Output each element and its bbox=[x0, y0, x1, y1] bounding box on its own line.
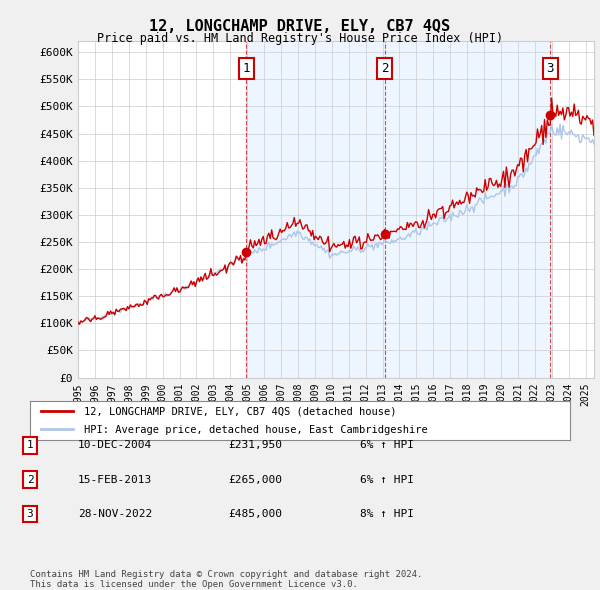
Text: 6% ↑ HPI: 6% ↑ HPI bbox=[360, 441, 414, 450]
Text: 3: 3 bbox=[547, 62, 554, 75]
Text: 15-FEB-2013: 15-FEB-2013 bbox=[78, 475, 152, 484]
Text: 28-NOV-2022: 28-NOV-2022 bbox=[78, 509, 152, 519]
Text: 1: 1 bbox=[242, 62, 250, 75]
Text: HPI: Average price, detached house, East Cambridgeshire: HPI: Average price, detached house, East… bbox=[84, 425, 428, 435]
Text: £485,000: £485,000 bbox=[228, 509, 282, 519]
Text: 8% ↑ HPI: 8% ↑ HPI bbox=[360, 509, 414, 519]
Text: £231,950: £231,950 bbox=[228, 441, 282, 450]
Text: 2: 2 bbox=[26, 475, 34, 484]
Text: Contains HM Land Registry data © Crown copyright and database right 2024.
This d: Contains HM Land Registry data © Crown c… bbox=[30, 570, 422, 589]
Text: Price paid vs. HM Land Registry's House Price Index (HPI): Price paid vs. HM Land Registry's House … bbox=[97, 32, 503, 45]
Text: 1: 1 bbox=[26, 441, 34, 450]
Text: 12, LONGCHAMP DRIVE, ELY, CB7 4QS (detached house): 12, LONGCHAMP DRIVE, ELY, CB7 4QS (detac… bbox=[84, 407, 397, 417]
Text: 2: 2 bbox=[381, 62, 388, 75]
Text: 3: 3 bbox=[26, 509, 34, 519]
Text: 12, LONGCHAMP DRIVE, ELY, CB7 4QS: 12, LONGCHAMP DRIVE, ELY, CB7 4QS bbox=[149, 19, 451, 34]
Text: 6% ↑ HPI: 6% ↑ HPI bbox=[360, 475, 414, 484]
Text: 10-DEC-2004: 10-DEC-2004 bbox=[78, 441, 152, 450]
Text: £265,000: £265,000 bbox=[228, 475, 282, 484]
